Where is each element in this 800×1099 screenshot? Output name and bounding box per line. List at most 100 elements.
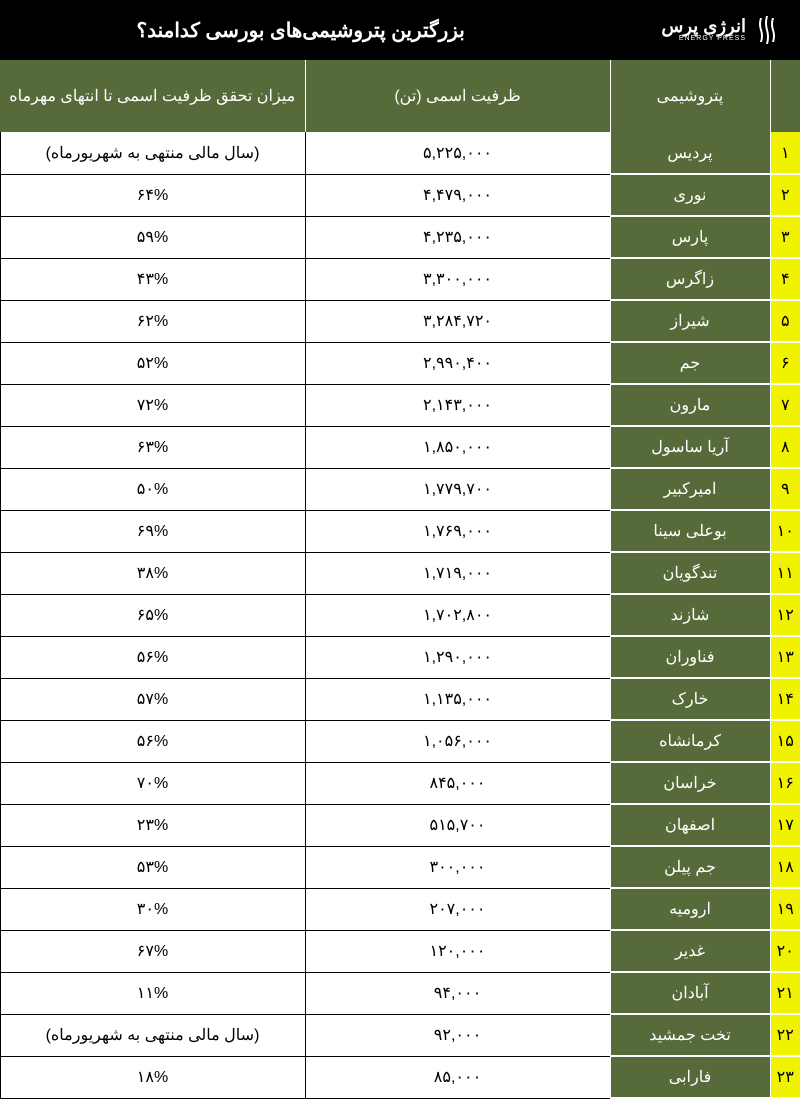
name-cell: جم xyxy=(610,342,770,384)
realization-cell: ۷۰% xyxy=(0,762,305,804)
table-row: ۱۸جم پیلن۳۰۰,۰۰۰۵۳% xyxy=(0,846,800,888)
header-rank xyxy=(770,60,800,132)
table-row: ۱۱تندگویان۱,۷۱۹,۰۰۰۳۸% xyxy=(0,552,800,594)
name-cell: نوری xyxy=(610,174,770,216)
capacity-cell: ۱,۷۱۹,۰۰۰ xyxy=(305,552,610,594)
logo-text: انرژی پرس ENERGY PRESS xyxy=(661,17,746,43)
table-row: ۲۱آبادان۹۴,۰۰۰۱۱% xyxy=(0,972,800,1014)
capacity-cell: ۹۲,۰۰۰ xyxy=(305,1014,610,1056)
logo-sub-text: ENERGY PRESS xyxy=(679,35,746,43)
realization-cell: ۶۴% xyxy=(0,174,305,216)
capacity-cell: ۳,۳۰۰,۰۰۰ xyxy=(305,258,610,300)
rank-cell: ۱ xyxy=(770,132,800,174)
realization-cell: ۵۳% xyxy=(0,846,305,888)
capacity-cell: ۱,۲۹۰,۰۰۰ xyxy=(305,636,610,678)
table-row: ۴زاگرس۳,۳۰۰,۰۰۰۴۳% xyxy=(0,258,800,300)
realization-cell: ۵۰% xyxy=(0,468,305,510)
table-row: ۱۴خارک۱,۱۳۵,۰۰۰۵۷% xyxy=(0,678,800,720)
table-row: ۲۲تخت جمشید۹۲,۰۰۰(سال مالی منتهی به شهری… xyxy=(0,1014,800,1056)
name-cell: خارک xyxy=(610,678,770,720)
table-row: ۹امیرکبیر۱,۷۷۹,۷۰۰۵۰% xyxy=(0,468,800,510)
rank-cell: ۱۳ xyxy=(770,636,800,678)
header-capacity: ظرفیت اسمی (تن) xyxy=(305,60,610,132)
name-cell: مارون xyxy=(610,384,770,426)
realization-cell: ۱۱% xyxy=(0,972,305,1014)
name-cell: شازند xyxy=(610,594,770,636)
realization-cell: ۵۷% xyxy=(0,678,305,720)
capacity-cell: ۱,۱۳۵,۰۰۰ xyxy=(305,678,610,720)
rank-cell: ۶ xyxy=(770,342,800,384)
realization-cell: ۶۳% xyxy=(0,426,305,468)
header: انرژی پرس ENERGY PRESS بزرگترین پتروشیمی… xyxy=(0,0,800,60)
table-header-row: پتروشیمی ظرفیت اسمی (تن) میزان تحقق ظرفی… xyxy=(0,60,800,132)
name-cell: اصفهان xyxy=(610,804,770,846)
realization-cell: ۶۹% xyxy=(0,510,305,552)
capacity-cell: ۱,۸۵۰,۰۰۰ xyxy=(305,426,610,468)
capacity-cell: ۱,۷۰۲,۸۰۰ xyxy=(305,594,610,636)
table-row: ۱۷اصفهان۵۱۵,۷۰۰۲۳% xyxy=(0,804,800,846)
logo: انرژی پرس ENERGY PRESS xyxy=(661,14,780,46)
capacity-cell: ۱,۷۶۹,۰۰۰ xyxy=(305,510,610,552)
table-row: ۱۳فناوران۱,۲۹۰,۰۰۰۵۶% xyxy=(0,636,800,678)
realization-cell: ۵۹% xyxy=(0,216,305,258)
rank-cell: ۱۵ xyxy=(770,720,800,762)
realization-cell: ۶۷% xyxy=(0,930,305,972)
realization-cell: ۷۲% xyxy=(0,384,305,426)
capacity-cell: ۱۲۰,۰۰۰ xyxy=(305,930,610,972)
rank-cell: ۱۶ xyxy=(770,762,800,804)
realization-cell: (سال مالی منتهی به شهریورماه) xyxy=(0,132,305,174)
header-name: پتروشیمی xyxy=(610,60,770,132)
rank-cell: ۳ xyxy=(770,216,800,258)
realization-cell: ۴۳% xyxy=(0,258,305,300)
name-cell: بوعلی سینا xyxy=(610,510,770,552)
name-cell: خراسان xyxy=(610,762,770,804)
realization-cell: ۵۶% xyxy=(0,636,305,678)
capacity-cell: ۳۰۰,۰۰۰ xyxy=(305,846,610,888)
table-row: ۲۳فارابی۸۵,۰۰۰۱۸% xyxy=(0,1056,800,1098)
name-cell: تندگویان xyxy=(610,552,770,594)
rank-cell: ۵ xyxy=(770,300,800,342)
name-cell: جم پیلن xyxy=(610,846,770,888)
capacity-cell: ۵,۲۲۵,۰۰۰ xyxy=(305,132,610,174)
name-cell: امیرکبیر xyxy=(610,468,770,510)
table-row: ۱۰بوعلی سینا۱,۷۶۹,۰۰۰۶۹% xyxy=(0,510,800,552)
capacity-cell: ۸۵,۰۰۰ xyxy=(305,1056,610,1098)
capacity-cell: ۲۰۷,۰۰۰ xyxy=(305,888,610,930)
table-row: ۳پارس۴,۲۳۵,۰۰۰۵۹% xyxy=(0,216,800,258)
rank-cell: ۲۰ xyxy=(770,930,800,972)
rank-cell: ۱۰ xyxy=(770,510,800,552)
rank-cell: ۲۲ xyxy=(770,1014,800,1056)
realization-cell: ۳۸% xyxy=(0,552,305,594)
name-cell: پردیس xyxy=(610,132,770,174)
name-cell: زاگرس xyxy=(610,258,770,300)
name-cell: فناوران xyxy=(610,636,770,678)
table-row: ۱۵کرمانشاه۱,۰۵۶,۰۰۰۵۶% xyxy=(0,720,800,762)
rank-cell: ۷ xyxy=(770,384,800,426)
rank-cell: ۲۱ xyxy=(770,972,800,1014)
header-realization: میزان تحقق ظرفیت اسمی تا انتهای مهرماه xyxy=(0,60,305,132)
name-cell: تخت جمشید xyxy=(610,1014,770,1056)
logo-main-text: انرژی پرس xyxy=(661,17,746,35)
capacity-cell: ۴,۴۷۹,۰۰۰ xyxy=(305,174,610,216)
name-cell: پارس xyxy=(610,216,770,258)
table-row: ۵شیراز۳,۲۸۴,۷۲۰۶۲% xyxy=(0,300,800,342)
realization-cell: ۳۰% xyxy=(0,888,305,930)
name-cell: غدیر xyxy=(610,930,770,972)
rank-cell: ۱۲ xyxy=(770,594,800,636)
name-cell: آریا ساسول xyxy=(610,426,770,468)
rank-cell: ۱۸ xyxy=(770,846,800,888)
table-row: ۱پردیس۵,۲۲۵,۰۰۰(سال مالی منتهی به شهریور… xyxy=(0,132,800,174)
rank-cell: ۴ xyxy=(770,258,800,300)
name-cell: فارابی xyxy=(610,1056,770,1098)
name-cell: کرمانشاه xyxy=(610,720,770,762)
capacity-cell: ۲,۱۴۳,۰۰۰ xyxy=(305,384,610,426)
capacity-cell: ۴,۲۳۵,۰۰۰ xyxy=(305,216,610,258)
capacity-cell: ۲,۹۹۰,۴۰۰ xyxy=(305,342,610,384)
realization-cell: ۶۵% xyxy=(0,594,305,636)
rank-cell: ۲۳ xyxy=(770,1056,800,1098)
capacity-cell: ۱,۷۷۹,۷۰۰ xyxy=(305,468,610,510)
realization-cell: ۵۶% xyxy=(0,720,305,762)
capacity-cell: ۱,۰۵۶,۰۰۰ xyxy=(305,720,610,762)
table-row: ۲نوری۴,۴۷۹,۰۰۰۶۴% xyxy=(0,174,800,216)
table-row: ۱۶خراسان۸۴۵,۰۰۰۷۰% xyxy=(0,762,800,804)
